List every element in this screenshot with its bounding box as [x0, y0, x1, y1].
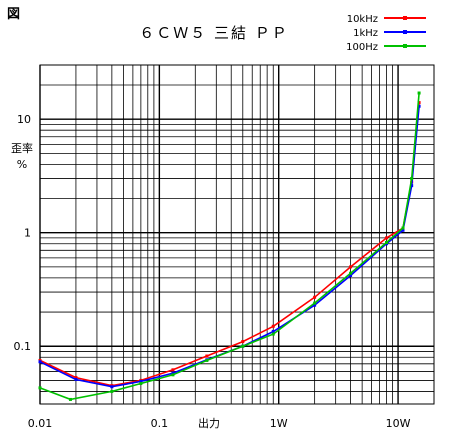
data-point-1khz — [313, 303, 317, 307]
data-point-1khz — [417, 104, 421, 108]
data-point-1khz — [410, 184, 414, 188]
series-line-1khz — [39, 106, 420, 388]
grid-layer — [39, 64, 435, 404]
y-axis-label: 歪率 — [11, 141, 33, 155]
data-point-100hz — [38, 386, 42, 390]
y-tick-label: 10 — [17, 113, 31, 126]
y-tick-label: 0.1 — [14, 340, 32, 353]
data-point-1khz — [38, 360, 42, 364]
legend-label-10khz: 10kHz — [347, 14, 378, 25]
legend-marker-100hz — [403, 44, 407, 48]
data-point-100hz — [241, 344, 245, 348]
y-tick-label: 1 — [24, 227, 31, 240]
data-point-100hz — [410, 177, 414, 181]
y-tick-labels: 0.1 1 10 — [14, 113, 32, 353]
data-point-100hz — [68, 397, 72, 401]
data-point-10khz — [313, 295, 317, 299]
x-tick-labels: 0.01 0.1 1W 10W — [28, 417, 411, 430]
series-line-100hz — [39, 92, 420, 401]
series-layer — [38, 91, 421, 401]
data-point-100hz — [205, 358, 209, 362]
plot-frame — [39, 64, 435, 405]
figure-corner-label: 図 — [7, 7, 20, 22]
data-point-1khz — [401, 228, 405, 232]
legend-label-1khz: 1kHz — [353, 28, 378, 39]
legend-marker-10khz — [403, 16, 407, 20]
data-point-10khz — [171, 368, 175, 372]
data-point-1khz — [271, 329, 275, 333]
chart-title: ６ＣＷ５ 三結 ＰＰ — [139, 24, 289, 42]
data-point-10khz — [417, 101, 421, 105]
data-point-100hz — [385, 240, 389, 244]
data-point-1khz — [349, 273, 353, 277]
x-axis-label: 出力 — [198, 416, 220, 430]
data-point-1khz — [171, 371, 175, 375]
data-point-100hz — [271, 332, 275, 336]
data-point-10khz — [271, 324, 275, 328]
data-point-10khz — [349, 265, 353, 269]
y-axis-unit: % — [17, 158, 27, 171]
legend-marker-1khz — [403, 30, 407, 34]
data-point-10khz — [385, 236, 389, 240]
data-point-100hz — [417, 91, 421, 95]
data-point-10khz — [205, 354, 209, 358]
data-point-1khz — [74, 377, 78, 381]
legend-label-100hz: 100Hz — [346, 42, 378, 53]
data-point-1khz — [139, 379, 143, 383]
data-point-10khz — [241, 340, 245, 344]
data-point-100hz — [139, 381, 143, 385]
x-tick-label: 0.1 — [151, 417, 169, 430]
data-point-100hz — [171, 373, 175, 377]
data-point-100hz — [349, 271, 353, 275]
data-point-100hz — [313, 301, 317, 305]
x-tick-label: 0.01 — [28, 417, 53, 430]
data-point-100hz — [401, 226, 405, 230]
x-tick-label: 1W — [270, 417, 288, 430]
data-point-1khz — [110, 385, 114, 389]
data-point-100hz — [110, 389, 114, 393]
x-tick-label: 10W — [386, 417, 411, 430]
data-point-10khz — [74, 376, 78, 380]
legend: 10kHz 1kHz 100Hz — [346, 14, 426, 53]
